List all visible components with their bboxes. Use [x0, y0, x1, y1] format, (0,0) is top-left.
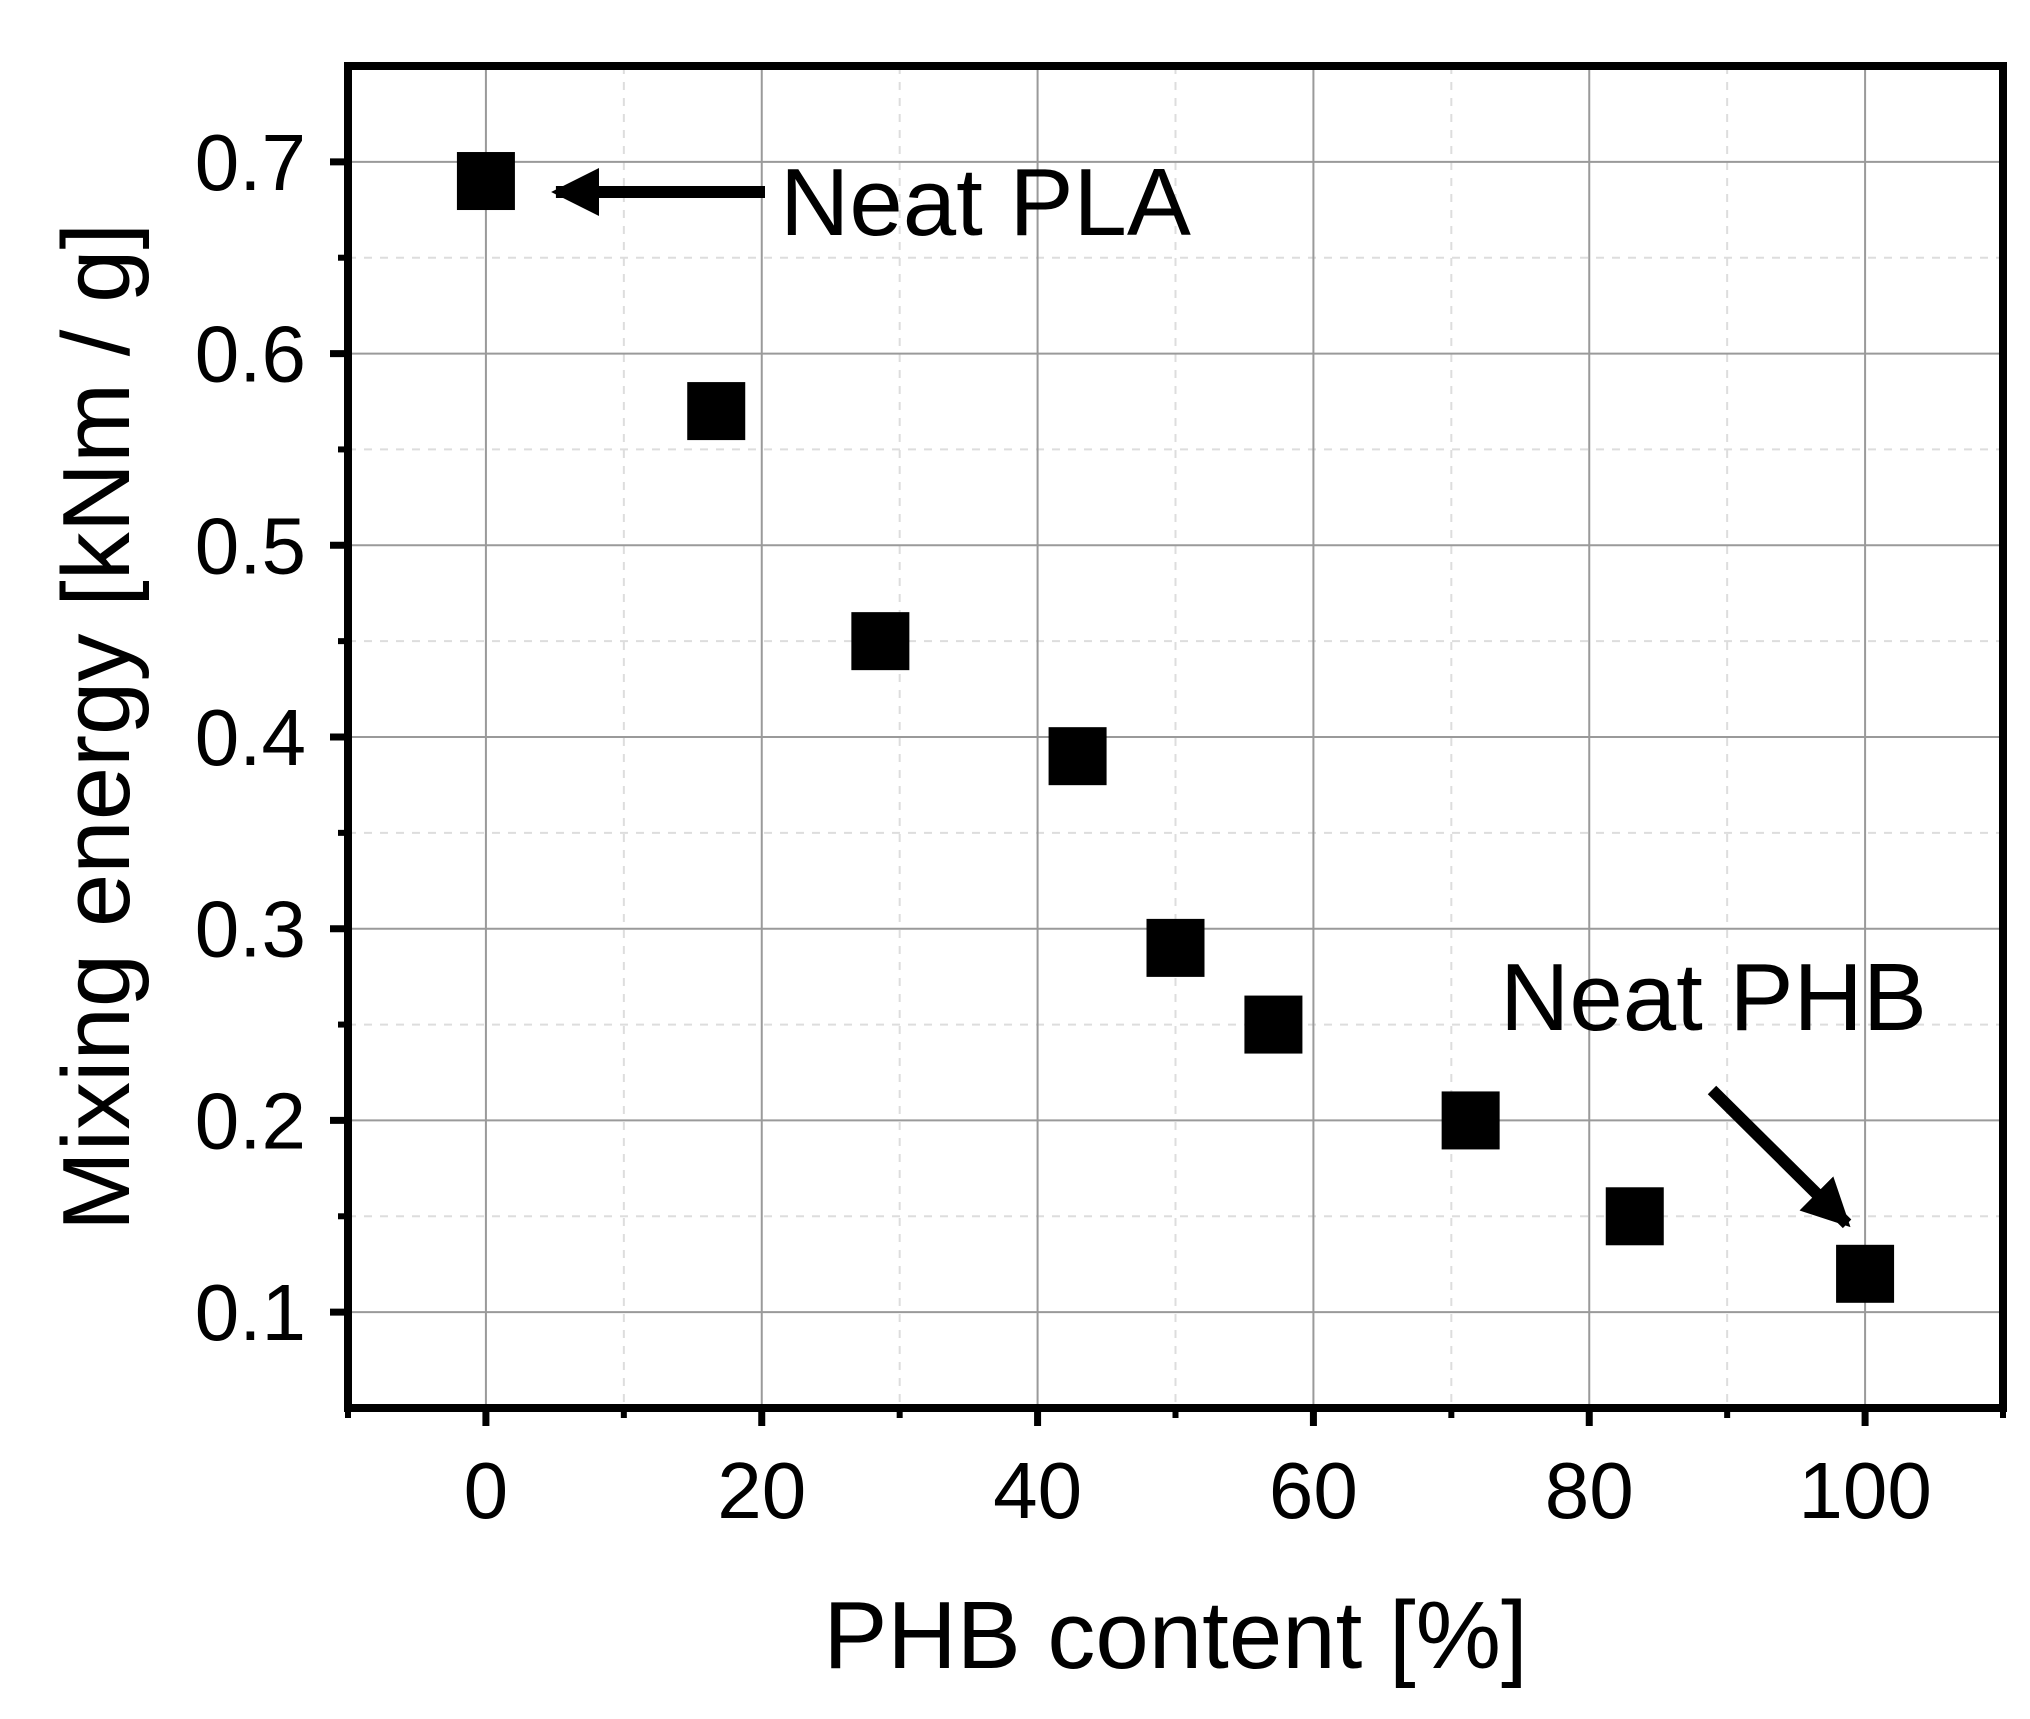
data-point — [851, 612, 910, 671]
annotation-neat-pla: Neat PLA — [780, 149, 1191, 256]
tick-labels: 0 20 40 60 80 100 0.1 0.2 0.3 0.4 0.5 0.6 0.7 — [195, 118, 1932, 1535]
data-point — [456, 152, 515, 211]
x-tick-label: 0 — [464, 1446, 509, 1535]
x-tick-label: 60 — [1269, 1446, 1358, 1535]
x-tick-label: 80 — [1545, 1446, 1634, 1535]
y-tick-label: 0.6 — [195, 310, 306, 399]
y-tick-label: 0.1 — [195, 1268, 306, 1357]
data-point — [1048, 727, 1107, 786]
axes — [330, 62, 2007, 1426]
data-point — [1441, 1091, 1500, 1150]
y-tick-label: 0.7 — [195, 118, 306, 207]
arrow-neat-phb — [1707, 1085, 1852, 1229]
data-point — [1605, 1187, 1664, 1246]
y-tick-label: 0.3 — [195, 885, 306, 974]
annotations: Neat PLA Neat PHB — [551, 149, 1927, 1229]
y-tick-label: 0.4 — [195, 693, 306, 782]
x-tick-label: 20 — [717, 1446, 806, 1535]
data-points — [456, 152, 1895, 1303]
y-tick-label: 0.2 — [195, 1076, 306, 1165]
x-tick-label: 40 — [993, 1446, 1082, 1535]
y-axis-title: Mixing energy [kNm / g] — [43, 223, 150, 1231]
data-point — [1146, 918, 1205, 977]
x-axis-title: PHB content [%] — [823, 1582, 1527, 1689]
data-point — [1244, 995, 1303, 1054]
x-tick-label: 100 — [1798, 1446, 1931, 1535]
grid — [348, 66, 2003, 1408]
annotation-neat-phb: Neat PHB — [1500, 944, 1927, 1051]
data-point — [1836, 1244, 1895, 1303]
data-point — [687, 382, 746, 441]
y-tick-label: 0.5 — [195, 501, 306, 590]
